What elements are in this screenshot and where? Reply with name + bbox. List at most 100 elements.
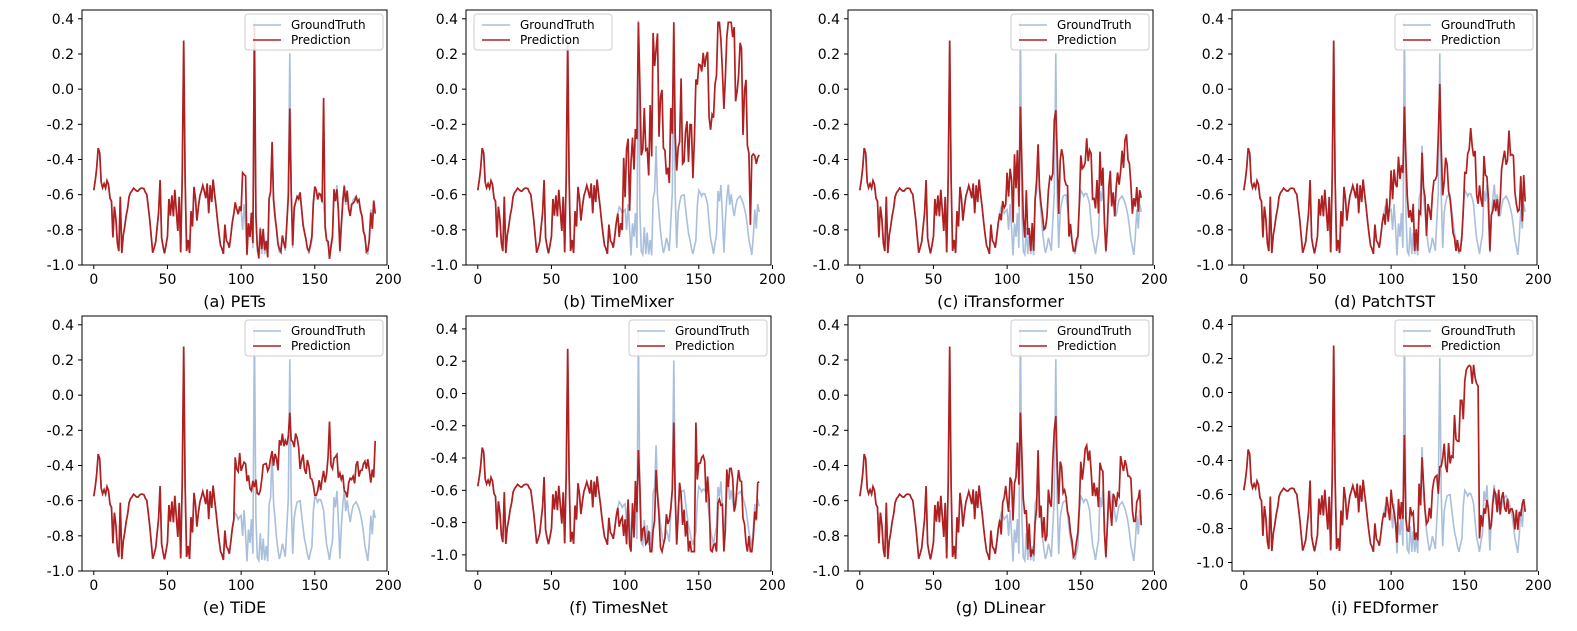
y-tick-label: -0.4 <box>1197 152 1224 168</box>
y-tick-label: 0.0 <box>818 388 840 404</box>
chart-panel-itransformer: -1.0 -0.8 -0.6 -0.4 -0.2 0.0 0.2 0.4 0 50 100 150 20… <box>813 9 1168 311</box>
panel-caption: (a) PETs <box>203 292 266 311</box>
y-tick-label: -0.2 <box>813 423 840 439</box>
plot-frame <box>81 315 388 572</box>
panel-caption: (d) PatchTST <box>1334 292 1436 311</box>
y-tick-label: -0.8 <box>813 529 840 545</box>
x-tick-label: 0 <box>855 578 864 594</box>
legend-label-prediction: Prediction <box>1057 339 1117 353</box>
legend-box <box>1394 13 1534 51</box>
x-tick-label: 200 <box>1141 578 1168 594</box>
y-tick-label: -0.8 <box>47 529 74 545</box>
x-tick-label: 150 <box>1451 272 1478 288</box>
series-prediction <box>858 40 1143 255</box>
y-tick-label: 0.2 <box>52 47 74 63</box>
y-tick-label: 0.4 <box>436 322 458 338</box>
panel-caption: (g) DLinear <box>956 598 1046 617</box>
y-tick-label: -0.4 <box>47 458 74 474</box>
x-tick-label: 50 <box>159 578 177 594</box>
x-tick-label: 200 <box>1525 578 1552 594</box>
chart-panel-patchtst: -1.0 -0.8 -0.6 -0.4 -0.2 0.0 0.2 0.4 0 50 100 150 20… <box>1197 9 1552 311</box>
y-tick-label: 0.4 <box>436 12 458 28</box>
y-tick-label: -0.4 <box>813 152 840 168</box>
legend-label-prediction: Prediction <box>520 33 580 47</box>
x-tick-label: 100 <box>994 272 1021 288</box>
series-prediction <box>858 346 1143 561</box>
y-tick-label: -1.0 <box>431 258 458 274</box>
y-tick-label: -0.8 <box>1197 223 1224 239</box>
y-tick-label: 0.2 <box>1202 47 1224 63</box>
x-tick-label: 150 <box>301 578 328 594</box>
y-tick-label: -1.0 <box>813 564 840 580</box>
x-tick-label: 50 <box>925 578 943 594</box>
panel-caption: (i) FEDformer <box>1331 598 1439 617</box>
y-tick-label: 0.4 <box>818 318 840 334</box>
plot-frame <box>81 9 388 266</box>
y-tick-label: -0.6 <box>1197 488 1224 504</box>
x-tick-label: 100 <box>228 578 255 594</box>
x-tick-label: 200 <box>1525 272 1552 288</box>
y-tick-label: 0.2 <box>436 47 458 63</box>
y-tick-label: -0.4 <box>1197 454 1224 470</box>
legend-box <box>1010 319 1150 357</box>
x-tick-label: 0 <box>89 578 98 594</box>
chart-panel-fedformer: -1.0 -0.8 -0.6 -0.4 -0.2 0.0 0.2 0.4 0 50 100 150 20… <box>1197 315 1552 617</box>
x-tick-label: 50 <box>543 272 561 288</box>
y-tick-label: 0.2 <box>1202 352 1224 368</box>
y-tick-label: 0.2 <box>436 354 458 370</box>
y-tick-label: -0.6 <box>47 494 74 510</box>
x-tick-label: 0 <box>1239 272 1248 288</box>
x-tick-label: 0 <box>473 272 482 288</box>
legend-label-ground-truth: GroundTruth <box>1441 18 1516 32</box>
x-tick-label: 150 <box>1067 578 1094 594</box>
x-tick-label: 50 <box>925 272 943 288</box>
x-tick-label: 0 <box>855 272 864 288</box>
y-tick-label: -0.2 <box>47 117 74 133</box>
series-prediction <box>1242 345 1527 553</box>
legend-box <box>473 13 613 51</box>
x-tick-label: 200 <box>1141 272 1168 288</box>
y-tick-label: 0.4 <box>1202 318 1224 334</box>
x-tick-label: 150 <box>1451 578 1478 594</box>
y-tick-label: -0.2 <box>1197 420 1224 436</box>
series-prediction <box>92 346 377 561</box>
plot-frame <box>847 9 1154 266</box>
y-tick-label: -1.0 <box>1197 258 1224 274</box>
y-tick-label: -0.8 <box>47 223 74 239</box>
y-tick-label: -1.0 <box>813 258 840 274</box>
y-tick-label: -0.4 <box>431 152 458 168</box>
y-tick-label: 0.0 <box>436 386 458 402</box>
y-tick-label: 0.0 <box>1202 386 1224 402</box>
x-tick-label: 150 <box>685 272 712 288</box>
legend-label-ground-truth: GroundTruth <box>1057 324 1132 338</box>
chart-panel-timemixer: -1.0 -0.8 -0.6 -0.4 -0.2 0.0 0.2 0.4 0 50 100 150 20… <box>431 9 786 311</box>
x-tick-label: 200 <box>759 272 786 288</box>
y-tick-label: -1.0 <box>1197 556 1224 572</box>
y-tick-label: -0.6 <box>813 188 840 204</box>
y-tick-label: -0.6 <box>813 494 840 510</box>
series-prediction <box>92 25 377 260</box>
y-tick-label: 0.0 <box>52 82 74 98</box>
y-tick-label: -0.2 <box>431 419 458 435</box>
y-tick-label: 0.4 <box>52 12 74 28</box>
x-tick-label: 50 <box>1309 272 1327 288</box>
x-tick-label: 100 <box>612 272 639 288</box>
y-tick-label: -0.8 <box>1197 522 1224 538</box>
y-tick-label: -1.0 <box>47 258 74 274</box>
y-tick-label: -1.0 <box>47 564 74 580</box>
y-tick-label: -1.0 <box>431 548 458 564</box>
legend-box <box>244 13 384 51</box>
y-tick-label: 0.0 <box>818 82 840 98</box>
x-tick-label: 0 <box>473 578 482 594</box>
x-tick-label: 150 <box>301 272 328 288</box>
legend-label-ground-truth: GroundTruth <box>675 324 750 338</box>
y-tick-label: 0.2 <box>818 353 840 369</box>
legend-box <box>628 319 768 357</box>
legend-label-prediction: Prediction <box>291 339 351 353</box>
y-tick-label: -0.6 <box>47 188 74 204</box>
